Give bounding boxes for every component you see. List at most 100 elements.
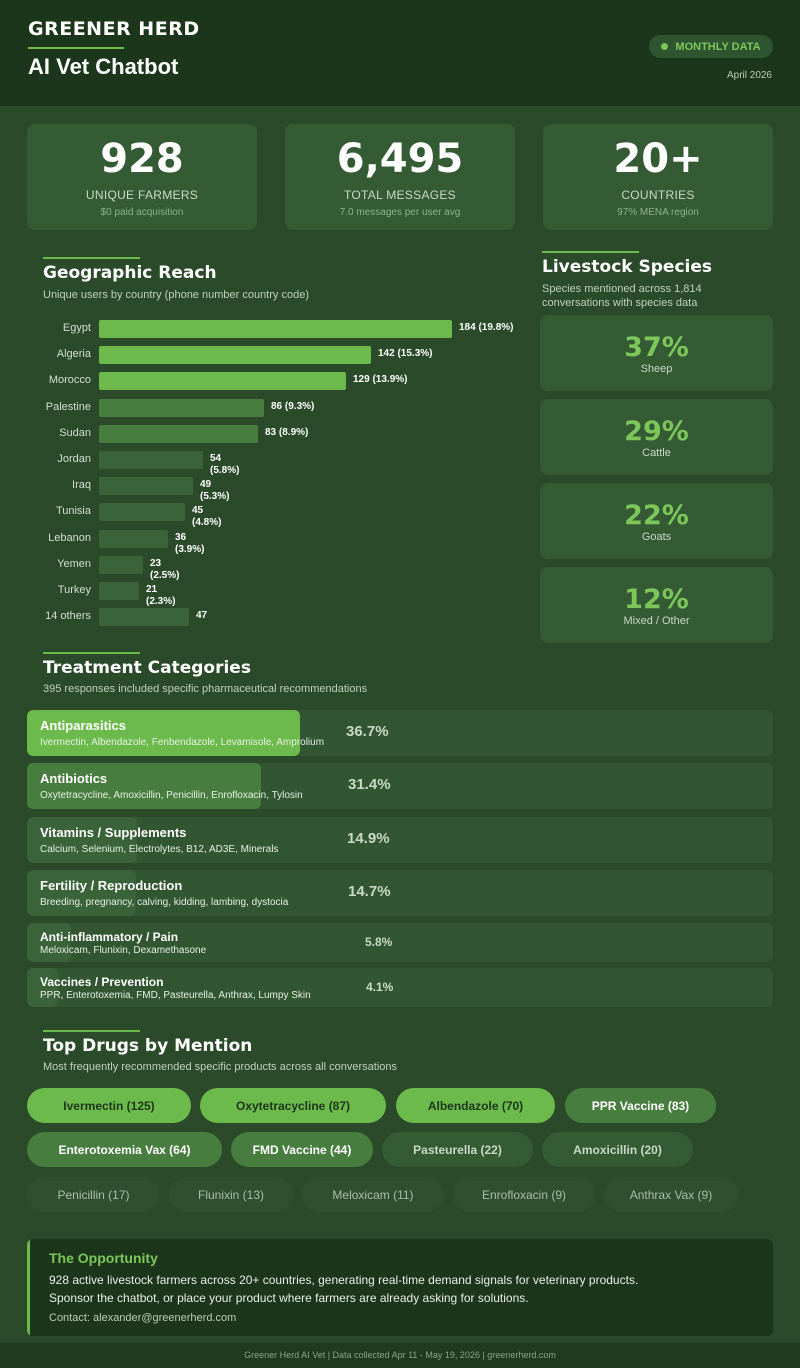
geo-country-label: 14 others: [45, 610, 91, 622]
treatment-row-vitamins: Vitamins / Supplements Calcium, Selenium…: [27, 817, 773, 863]
geo-section-title: Geographic Reach: [43, 263, 217, 283]
treatment-percent: 14.9%: [347, 830, 390, 847]
stat-card-farmers: 928 UNIQUE FARMERS $0 paid acquisition: [27, 124, 257, 230]
stat-label: UNIQUE FARMERS: [85, 188, 199, 202]
geo-country-label: Turkey: [57, 584, 91, 596]
treatment-desc: Oxytetracycline, Amoxicillin, Penicillin…: [40, 790, 303, 801]
drugs-section-subtitle: Most frequently recommended specific pro…: [43, 1061, 397, 1073]
drug-pill: Albendazole (70): [396, 1088, 555, 1123]
treatment-desc: PPR, Enterotoxemia, FMD, Pasteurella, An…: [40, 990, 311, 1001]
geo-country-label: Jordan: [57, 453, 91, 465]
stat-subtext: $0 paid acquisition: [100, 207, 184, 218]
drug-pill: Penicillin (17): [27, 1177, 160, 1212]
geo-bar: [99, 582, 139, 600]
stat-subtext: 7.0 messages per user avg: [339, 207, 461, 218]
treatment-percent: 36.7%: [346, 723, 389, 740]
header: GREENER HERD AI Vet Chatbot MONTHLY DATA…: [0, 0, 800, 106]
species-section-title: Livestock Species: [542, 257, 712, 277]
species-percent: 22%: [624, 500, 689, 531]
geo-bar-row: Lebanon 36 (3.9%): [0, 530, 540, 555]
species-card-mixed: 12% Mixed / Other: [540, 567, 773, 643]
geo-country-label: Egypt: [62, 322, 91, 334]
geo-bar-row: Turkey 21 (2.3%): [0, 582, 540, 607]
opportunity-text-line2: Sponsor the chatbot, or place your produ…: [49, 1291, 529, 1305]
geo-bar-row: Iraq 49 (5.3%): [0, 477, 540, 502]
species-card-goats: 22% Goats: [540, 483, 773, 559]
opportunity-accent-bar: [27, 1239, 30, 1336]
geo-bar: [99, 425, 258, 443]
drug-pill: Enterotoxemia Vax (64): [27, 1132, 222, 1167]
stat-value: 20+: [613, 136, 703, 182]
geo-bar-value: 142 (15.3%): [378, 348, 433, 359]
drug-pill: PPR Vaccine (83): [565, 1088, 716, 1123]
treatment-percent: 31.4%: [348, 776, 391, 793]
geo-country-label: Algeria: [56, 348, 91, 360]
treatment-desc: Breeding, pregnancy, calving, kidding, l…: [40, 897, 289, 908]
species-card-sheep: 37% Sheep: [540, 315, 773, 391]
treatment-name: Fertility / Reproduction: [40, 878, 183, 893]
treatment-desc: Ivermectin, Albendazole, Fenbendazole, L…: [40, 737, 325, 748]
geo-bar-value: 83 (8.9%): [265, 427, 309, 438]
treatment-row-vaccines: Vaccines / Prevention PPR, Enterotoxemia…: [27, 968, 773, 1007]
geo-country-label: Iraq: [72, 479, 91, 491]
geo-bar-value: 54 (5.8%): [210, 453, 240, 476]
geo-bar-row: Tunisia 45 (4.8%): [0, 503, 540, 528]
section-accent-line: [43, 1030, 140, 1032]
treatment-name: Vitamins / Supplements: [40, 825, 187, 840]
geo-bar-row: Jordan 54 (5.8%): [0, 451, 540, 476]
section-accent-line: [43, 652, 140, 654]
drug-pill: Ivermectin (125): [27, 1088, 191, 1123]
geo-section-subtitle: Unique users by country (phone number co…: [43, 289, 309, 301]
geo-bar-row: 14 others 47: [0, 608, 540, 627]
geo-country-label: Palestine: [45, 401, 91, 413]
species-percent: 37%: [624, 332, 689, 363]
species-section-subtitle: Species mentioned across 1,814 conversat…: [542, 283, 702, 309]
geo-country-label: Sudan: [59, 427, 91, 439]
opportunity-box: The Opportunity 928 active livestock far…: [27, 1239, 773, 1336]
geo-bar: [99, 530, 168, 548]
geo-country-label: Yemen: [57, 558, 91, 570]
treatment-desc: Meloxicam, Flunixin, Dexamethasone: [40, 945, 207, 956]
species-name: Cattle: [642, 447, 671, 459]
geo-bar-value: 45 (4.8%): [192, 505, 222, 528]
treatment-section-subtitle: 395 responses included specific pharmace…: [43, 683, 368, 695]
treatment-bar-fill: [27, 870, 136, 916]
geo-bar-value: 184 (19.8%): [459, 322, 514, 333]
geo-bar: [99, 451, 203, 469]
footer: Greener Herd AI Vet | Data collected Apr…: [0, 1343, 800, 1368]
geo-country-label: Morocco: [48, 374, 91, 386]
treatment-name: Antibiotics: [40, 771, 108, 786]
badge-label: MONTHLY DATA: [675, 40, 761, 53]
geo-bar-row: Morocco 129 (13.9%): [0, 372, 540, 391]
opportunity-text-line1: 928 active livestock farmers across 20+ …: [49, 1273, 639, 1287]
geo-bar: [99, 320, 452, 338]
contact-email[interactable]: Contact: alexander@greenerherd.com: [49, 1312, 237, 1324]
species-card-cattle: 29% Cattle: [540, 399, 773, 475]
stat-value: 6,495: [336, 136, 464, 182]
drug-pill: Enrofloxacin (9): [453, 1177, 595, 1212]
geo-country-label: Lebanon: [48, 532, 91, 544]
monthly-data-badge: MONTHLY DATA: [649, 35, 773, 58]
treatment-name: Anti-inflammatory / Pain: [40, 930, 179, 944]
geo-bar-value: 21 (2.3%): [146, 584, 176, 607]
geo-bar: [99, 608, 189, 626]
drug-pill: Pasteurella (22): [382, 1132, 533, 1167]
geo-bar-row: Algeria 142 (15.3%): [0, 346, 540, 365]
report-date: April 2026: [726, 70, 772, 81]
stat-subtext: 97% MENA region: [617, 207, 699, 218]
drug-pill: FMD Vaccine (44): [231, 1132, 373, 1167]
geo-bar-row: Yemen 23 (2.5%): [0, 556, 540, 581]
species-name: Sheep: [640, 363, 673, 375]
geo-bar-value: 129 (13.9%): [353, 374, 408, 385]
section-accent-line: [542, 251, 639, 253]
treatment-row-anti-inflammatory: Anti-inflammatory / Pain Meloxicam, Flun…: [27, 923, 773, 962]
species-name: Goats: [641, 531, 672, 543]
stat-value: 928: [100, 136, 184, 182]
treatment-bar-fill: [27, 923, 71, 962]
drug-pill: Oxytetracycline (87): [200, 1088, 386, 1123]
treatment-desc: Calcium, Selenium, Electrolytes, B12, AD…: [40, 844, 279, 855]
stat-card-countries: 20+ COUNTRIES 97% MENA region: [543, 124, 773, 230]
section-accent-line: [43, 257, 140, 259]
brand-underline: [28, 47, 124, 49]
geo-bar-value: 47: [196, 610, 208, 621]
